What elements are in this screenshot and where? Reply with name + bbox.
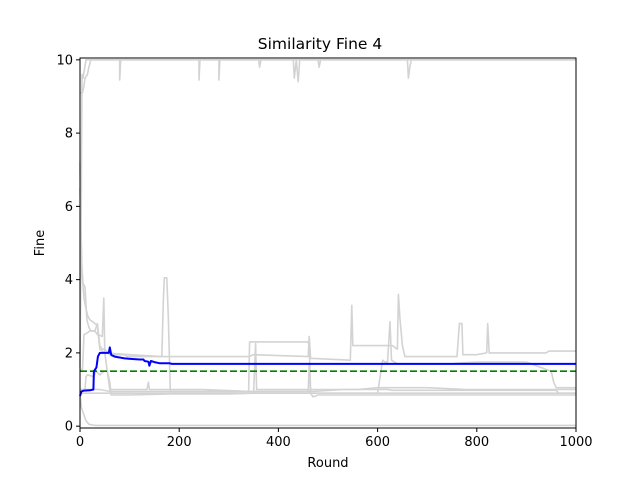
series-line-8 (80, 293, 576, 371)
y-axis-ticks: 0 2 4 6 8 10 (56, 53, 80, 435)
y-axis-label: Fine (33, 230, 48, 256)
y-tick-label: 10 (56, 53, 73, 68)
series-line-3 (79, 58, 576, 368)
x-tick-label: 0 (76, 435, 84, 450)
y-tick-label: 0 (65, 420, 73, 435)
y-tick-label: 8 (65, 127, 73, 142)
y-tick-label: 2 (65, 346, 73, 361)
chart-title: Similarity Fine 4 (258, 35, 382, 53)
series-line-6 (79, 393, 576, 427)
y-tick-label: 6 (65, 200, 73, 215)
y-tick-label: 4 (65, 273, 73, 288)
x-axis-ticks: 0 200 400 600 800 1000 (76, 428, 593, 450)
plot-lines (79, 58, 576, 427)
x-axis-label: Round (307, 456, 348, 471)
x-tick-label: 1000 (559, 435, 592, 450)
series-line-10 (80, 386, 576, 393)
x-tick-label: 600 (365, 435, 390, 450)
x-tick-label: 200 (167, 435, 192, 450)
series-line-9 (80, 320, 576, 395)
x-tick-label: 400 (266, 435, 291, 450)
x-tick-label: 800 (464, 435, 489, 450)
series-line-highlight (79, 346, 576, 397)
plot-frame (79, 57, 577, 429)
